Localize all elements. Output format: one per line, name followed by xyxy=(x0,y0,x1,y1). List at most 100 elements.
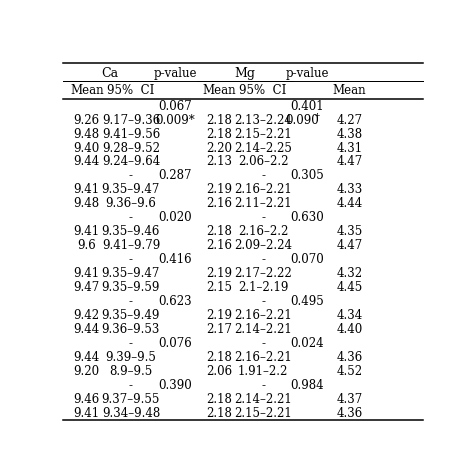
Text: 9.41–9.56: 9.41–9.56 xyxy=(102,128,160,141)
Text: 0.630: 0.630 xyxy=(291,211,324,224)
Text: 0.305: 0.305 xyxy=(291,169,324,182)
Text: 2.16: 2.16 xyxy=(206,239,232,252)
Text: 2.18: 2.18 xyxy=(206,351,232,364)
Text: 2.18: 2.18 xyxy=(206,407,232,419)
Text: 9.48: 9.48 xyxy=(74,197,100,210)
Text: 4.32: 4.32 xyxy=(337,267,363,280)
Text: 4.52: 4.52 xyxy=(337,365,363,378)
Text: 9.35–9.47: 9.35–9.47 xyxy=(102,267,160,280)
Text: 9.41: 9.41 xyxy=(74,225,100,238)
Text: 95%  CI: 95% CI xyxy=(107,84,155,97)
Text: 9.35–9.59: 9.35–9.59 xyxy=(102,281,160,294)
Text: 0.401: 0.401 xyxy=(291,100,324,113)
Text: 2.16–2.2: 2.16–2.2 xyxy=(238,225,288,238)
Text: 9.20: 9.20 xyxy=(74,365,100,378)
Text: 2.17–2.22: 2.17–2.22 xyxy=(234,267,292,280)
Text: 0.009*: 0.009* xyxy=(155,114,195,127)
Text: -: - xyxy=(129,379,133,392)
Text: Mg: Mg xyxy=(234,67,255,80)
Text: p-value: p-value xyxy=(153,67,197,80)
Text: 2.11–2.21: 2.11–2.21 xyxy=(234,197,292,210)
Text: 9.44: 9.44 xyxy=(73,323,100,336)
Text: 9.41: 9.41 xyxy=(74,183,100,196)
Text: 9.37–9.55: 9.37–9.55 xyxy=(102,392,160,406)
Text: 9.40: 9.40 xyxy=(73,142,100,155)
Text: 0.416: 0.416 xyxy=(158,253,192,266)
Text: 4.38: 4.38 xyxy=(337,128,363,141)
Text: 2.20: 2.20 xyxy=(206,142,232,155)
Text: 4.34: 4.34 xyxy=(337,309,363,322)
Text: 2.1–2.19: 2.1–2.19 xyxy=(238,281,288,294)
Text: -: - xyxy=(129,169,133,182)
Text: 9.44: 9.44 xyxy=(73,351,100,364)
Text: 2.17: 2.17 xyxy=(206,323,232,336)
Text: 0.024: 0.024 xyxy=(291,337,324,350)
Text: 4.36: 4.36 xyxy=(337,407,363,419)
Text: 0.090: 0.090 xyxy=(285,114,319,127)
Text: 2.16: 2.16 xyxy=(206,197,232,210)
Text: 2.16–2.21: 2.16–2.21 xyxy=(234,183,292,196)
Text: 0.623: 0.623 xyxy=(158,295,192,308)
Text: -: - xyxy=(261,337,265,350)
Text: 0.076: 0.076 xyxy=(158,337,192,350)
Text: 2.18: 2.18 xyxy=(206,114,232,127)
Text: -: - xyxy=(129,295,133,308)
Text: 2.13–2.24: 2.13–2.24 xyxy=(234,114,292,127)
Text: 4.33: 4.33 xyxy=(337,183,363,196)
Text: -: - xyxy=(129,253,133,266)
Text: 9.44: 9.44 xyxy=(73,155,100,168)
Text: 9.36–9.53: 9.36–9.53 xyxy=(102,323,160,336)
Text: 8.9–9.5: 8.9–9.5 xyxy=(109,365,153,378)
Text: -: - xyxy=(261,253,265,266)
Text: -: - xyxy=(261,295,265,308)
Text: 2.14–2.25: 2.14–2.25 xyxy=(234,142,292,155)
Text: 9.41: 9.41 xyxy=(74,267,100,280)
Text: 9.26: 9.26 xyxy=(74,114,100,127)
Text: -: - xyxy=(261,211,265,224)
Text: -: - xyxy=(261,169,265,182)
Text: Ca: Ca xyxy=(101,67,118,80)
Text: 9.17–9.36: 9.17–9.36 xyxy=(102,114,160,127)
Text: Mean: Mean xyxy=(70,84,104,97)
Text: 4.27: 4.27 xyxy=(337,114,363,127)
Text: 95%  CI: 95% CI xyxy=(239,84,287,97)
Text: 9.35–9.49: 9.35–9.49 xyxy=(102,309,160,322)
Text: 0.495: 0.495 xyxy=(291,295,324,308)
Text: 2.19: 2.19 xyxy=(206,309,232,322)
Text: 2.18: 2.18 xyxy=(206,392,232,406)
Text: 4.35: 4.35 xyxy=(337,225,363,238)
Text: -: - xyxy=(261,379,265,392)
Text: 4.45: 4.45 xyxy=(337,281,363,294)
Text: 9.39–9.5: 9.39–9.5 xyxy=(105,351,156,364)
Text: 2.14–2.21: 2.14–2.21 xyxy=(234,392,292,406)
Text: Mean: Mean xyxy=(333,84,366,97)
Text: 2.15–2.21: 2.15–2.21 xyxy=(234,128,292,141)
Text: 9.41–9.79: 9.41–9.79 xyxy=(102,239,160,252)
Text: 4.31: 4.31 xyxy=(337,142,363,155)
Text: 9.48: 9.48 xyxy=(74,128,100,141)
Text: 9.35–9.47: 9.35–9.47 xyxy=(102,183,160,196)
Text: 9.47: 9.47 xyxy=(73,281,100,294)
Text: 4.37: 4.37 xyxy=(337,392,363,406)
Text: 0.020: 0.020 xyxy=(158,211,192,224)
Text: 2.06: 2.06 xyxy=(206,365,232,378)
Text: 9.34–9.48: 9.34–9.48 xyxy=(102,407,160,419)
Text: 2.16–2.21: 2.16–2.21 xyxy=(234,309,292,322)
Text: 2.18: 2.18 xyxy=(206,128,232,141)
Text: 2.06–2.2: 2.06–2.2 xyxy=(238,155,288,168)
Text: -: - xyxy=(129,337,133,350)
Text: 2.18: 2.18 xyxy=(206,225,232,238)
Text: 1.91–2.2: 1.91–2.2 xyxy=(238,365,288,378)
Text: 9.24–9.64: 9.24–9.64 xyxy=(102,155,160,168)
Text: 4.44: 4.44 xyxy=(337,197,363,210)
Text: 9.28–9.52: 9.28–9.52 xyxy=(102,142,160,155)
Text: 9.36–9.6: 9.36–9.6 xyxy=(105,197,156,210)
Text: 0.067: 0.067 xyxy=(158,100,192,113)
Text: 0.390: 0.390 xyxy=(158,379,192,392)
Text: p-value: p-value xyxy=(285,67,329,80)
Text: 9.6: 9.6 xyxy=(77,239,96,252)
Text: 0.984: 0.984 xyxy=(291,379,324,392)
Text: 2.13: 2.13 xyxy=(206,155,232,168)
Text: 9.42: 9.42 xyxy=(74,309,100,322)
Text: 2.09–2.24: 2.09–2.24 xyxy=(234,239,292,252)
